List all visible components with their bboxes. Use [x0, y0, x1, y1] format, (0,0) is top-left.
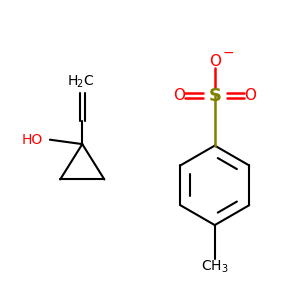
Text: O: O — [209, 54, 221, 69]
Text: S: S — [208, 86, 221, 104]
Text: H: H — [68, 74, 78, 88]
Text: −: − — [222, 46, 234, 60]
Text: C: C — [83, 74, 93, 88]
Text: O: O — [244, 88, 256, 103]
Text: HO: HO — [22, 133, 43, 147]
Text: CH$_3$: CH$_3$ — [201, 258, 229, 274]
Text: O: O — [173, 88, 185, 103]
Text: 2: 2 — [76, 79, 82, 89]
